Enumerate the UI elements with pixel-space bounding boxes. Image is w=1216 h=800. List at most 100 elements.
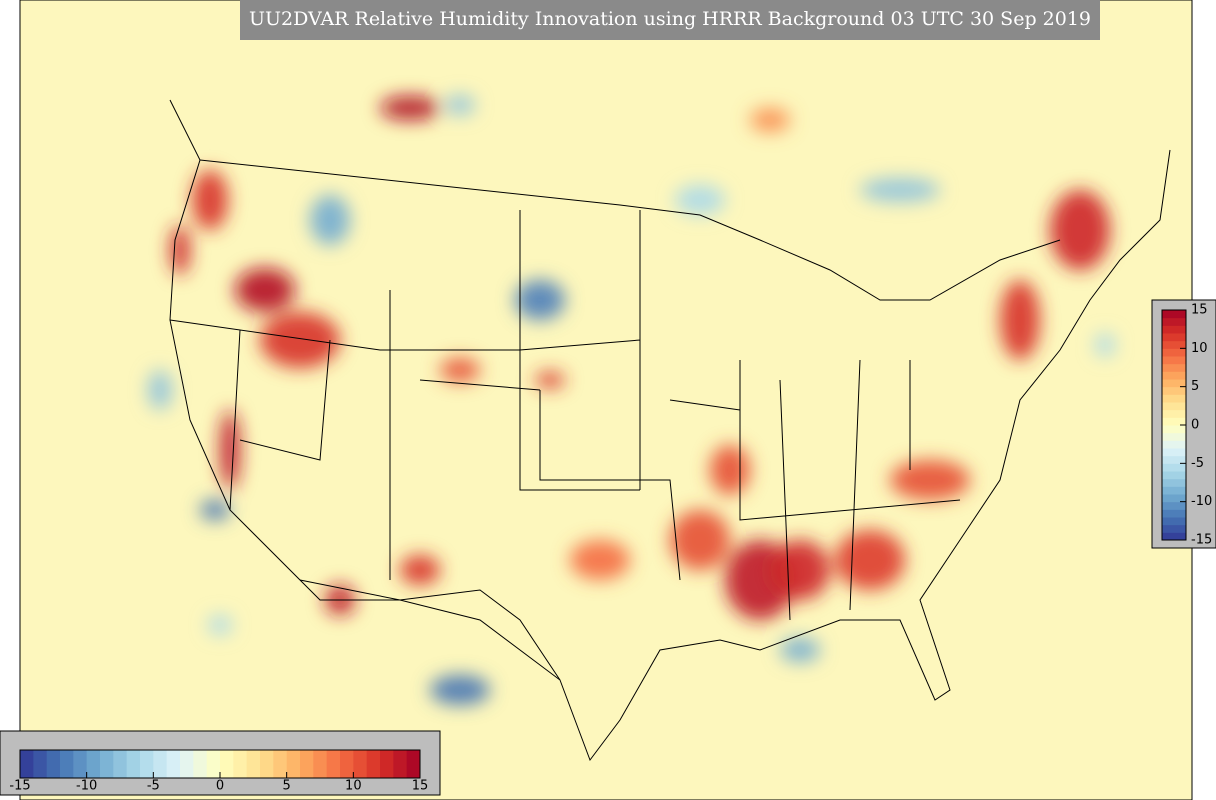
blob bbox=[380, 96, 440, 120]
map-title: UU2DVAR Relative Humidity Innovation usi… bbox=[249, 8, 1091, 30]
colorbar-segment bbox=[313, 750, 328, 778]
colorbar-segment bbox=[1162, 455, 1186, 464]
colorbar-segment bbox=[273, 750, 288, 778]
colorbar-horizontal: -15 -10 -5 0 5 10 15 bbox=[9, 749, 429, 794]
colorbar-segment bbox=[326, 750, 341, 778]
colorbar-segment bbox=[1162, 356, 1186, 365]
colorbar-segment bbox=[86, 750, 101, 778]
colorbar-segment bbox=[1162, 317, 1186, 326]
colorbar-segment bbox=[1162, 524, 1186, 533]
border-south bbox=[299, 579, 561, 681]
tick-label: 15 bbox=[412, 779, 429, 794]
blob bbox=[710, 445, 750, 495]
colorbar-segment bbox=[1162, 363, 1186, 372]
blob bbox=[430, 675, 490, 705]
title-box bbox=[240, 0, 1100, 40]
blob bbox=[235, 268, 295, 312]
colorbar-segment bbox=[100, 750, 114, 778]
blob bbox=[1050, 190, 1110, 270]
colorbar-vertical: 15 10 5 0 -5 -10 -15 bbox=[1161, 303, 1212, 548]
blob bbox=[440, 358, 480, 382]
colorbar-segment bbox=[1162, 348, 1186, 357]
tick-label: 5 bbox=[283, 779, 291, 794]
blob bbox=[200, 500, 230, 520]
blob bbox=[750, 108, 790, 132]
blob bbox=[1000, 280, 1040, 360]
colorbar-segment bbox=[1162, 494, 1186, 503]
colorbar-segment bbox=[20, 750, 34, 778]
colorbar-segment bbox=[1162, 471, 1186, 480]
tick-label: -10 bbox=[76, 779, 97, 794]
tick-label: -10 bbox=[1191, 494, 1212, 509]
colorbar-segment bbox=[1162, 448, 1186, 457]
colorbar-segment bbox=[1162, 517, 1186, 526]
blob bbox=[208, 615, 232, 635]
tick-label: 10 bbox=[345, 779, 362, 794]
blob bbox=[445, 95, 475, 115]
colorbar-segment bbox=[1162, 417, 1186, 426]
colorbar-segment bbox=[1162, 478, 1186, 487]
blob bbox=[400, 555, 440, 585]
colorbar-segment bbox=[206, 750, 221, 778]
colorbar-segment bbox=[33, 750, 48, 778]
blob bbox=[260, 312, 340, 368]
tick-label: 15 bbox=[1191, 303, 1208, 318]
blob bbox=[148, 370, 172, 410]
colorbar-segment bbox=[113, 750, 128, 778]
blob bbox=[535, 372, 565, 388]
colorbar-segment bbox=[300, 750, 314, 778]
colorbar-segment bbox=[1162, 425, 1186, 434]
colorbar-segment bbox=[353, 750, 368, 778]
colorbar-segment bbox=[180, 750, 194, 778]
colorbar-segment bbox=[1162, 371, 1186, 380]
blob bbox=[670, 510, 730, 570]
tick-label: 0 bbox=[1191, 418, 1199, 433]
colorbar-segment bbox=[126, 750, 141, 778]
tick-label: -5 bbox=[147, 779, 160, 794]
colorbar-segment bbox=[1162, 310, 1186, 319]
colorbar-segment bbox=[1162, 463, 1186, 472]
map-background bbox=[19, 0, 1193, 800]
tick-label: 10 bbox=[1191, 341, 1208, 356]
colorbar-segment bbox=[193, 750, 208, 778]
blob bbox=[770, 540, 830, 600]
colorbar-segment bbox=[1162, 386, 1186, 395]
boundaries bbox=[169, 99, 1171, 762]
blob bbox=[1095, 333, 1115, 357]
colorbar-segment bbox=[380, 750, 394, 778]
colorbar-segment bbox=[340, 750, 354, 778]
colorbar-segment bbox=[220, 750, 234, 778]
colorbar-segment bbox=[60, 750, 74, 778]
colorbar-segment bbox=[366, 750, 381, 778]
blob bbox=[890, 460, 970, 500]
colorbar-segment bbox=[1162, 532, 1186, 541]
colorbar-segment bbox=[1162, 432, 1186, 441]
colorbar-segment bbox=[1162, 379, 1186, 388]
blob bbox=[675, 185, 725, 215]
coastline bbox=[169, 99, 1171, 762]
colorbar-segment bbox=[1162, 409, 1186, 418]
state-lines bbox=[169, 210, 961, 621]
colorbar-segment bbox=[166, 750, 181, 778]
colorbar-segment bbox=[1162, 325, 1186, 334]
blob bbox=[780, 638, 820, 662]
colorbar-segment bbox=[1162, 486, 1186, 495]
colorbar-segment bbox=[393, 750, 408, 778]
colorbar-segment bbox=[1162, 440, 1186, 449]
blob bbox=[220, 410, 240, 490]
colorbar-segment bbox=[1162, 394, 1186, 403]
colorbar-segment bbox=[1162, 333, 1186, 342]
colorbar-segment bbox=[1162, 501, 1186, 510]
colorbar-segment bbox=[246, 750, 261, 778]
tick-label: 5 bbox=[1191, 379, 1199, 394]
colorbar-segment bbox=[1162, 509, 1186, 518]
blob bbox=[835, 530, 905, 590]
colorbar-segment bbox=[140, 750, 154, 778]
colorbar-segment bbox=[260, 750, 274, 778]
blob bbox=[170, 225, 190, 275]
colorbar-segment bbox=[1162, 402, 1186, 411]
tick-label: -15 bbox=[9, 779, 30, 794]
blob bbox=[515, 280, 565, 320]
border-north bbox=[199, 159, 1061, 301]
